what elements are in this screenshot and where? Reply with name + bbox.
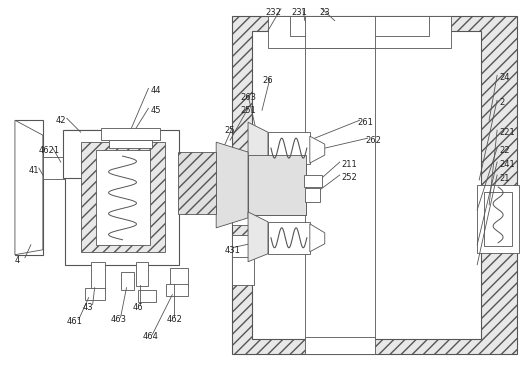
Text: 45: 45 <box>151 106 161 115</box>
Bar <box>15 120 43 255</box>
Polygon shape <box>310 136 325 163</box>
Bar <box>166 284 188 295</box>
Text: 463: 463 <box>111 316 127 324</box>
Bar <box>304 175 322 187</box>
Text: 26: 26 <box>262 76 272 86</box>
Polygon shape <box>216 142 248 228</box>
Text: 43: 43 <box>82 302 93 312</box>
Bar <box>43 157 65 179</box>
Bar <box>136 262 149 286</box>
Bar <box>305 337 374 355</box>
Text: 263: 263 <box>240 93 256 102</box>
Text: 231: 231 <box>292 8 308 17</box>
Bar <box>248 155 306 215</box>
Text: 221: 221 <box>499 128 515 137</box>
Bar <box>170 268 188 286</box>
Polygon shape <box>310 224 325 252</box>
Bar <box>178 152 216 214</box>
Bar <box>290 16 429 36</box>
Bar <box>96 150 151 245</box>
Text: 232: 232 <box>265 8 281 17</box>
Bar <box>305 30 374 339</box>
Bar <box>252 30 481 339</box>
Text: 41: 41 <box>29 166 39 175</box>
Bar <box>268 222 310 254</box>
Bar <box>232 16 517 355</box>
Text: 2: 2 <box>499 98 505 107</box>
Bar <box>232 255 254 285</box>
Text: 464: 464 <box>142 333 159 341</box>
Text: 42: 42 <box>56 116 66 125</box>
Bar <box>248 155 306 215</box>
Text: 251: 251 <box>240 106 256 115</box>
Text: 4: 4 <box>15 256 20 265</box>
Text: 44: 44 <box>151 86 161 95</box>
Text: 4621: 4621 <box>39 146 60 155</box>
Bar <box>305 188 320 202</box>
Bar <box>477 185 519 253</box>
Bar <box>121 272 134 290</box>
Bar <box>268 132 310 164</box>
Polygon shape <box>15 120 43 255</box>
Bar <box>85 288 104 299</box>
Polygon shape <box>248 212 268 262</box>
Bar <box>63 130 114 178</box>
Polygon shape <box>248 122 268 172</box>
Bar <box>91 262 104 290</box>
Bar <box>109 140 152 148</box>
Bar <box>268 16 452 47</box>
Text: 22: 22 <box>499 146 510 155</box>
Text: 46: 46 <box>132 302 143 312</box>
Text: 462: 462 <box>166 316 182 324</box>
Bar <box>139 290 156 302</box>
Text: 23: 23 <box>320 8 330 17</box>
Text: 211: 211 <box>342 160 358 169</box>
Bar <box>232 195 254 225</box>
Bar <box>81 142 165 252</box>
Text: 24: 24 <box>499 73 510 83</box>
Bar <box>101 128 161 140</box>
Bar <box>305 16 374 47</box>
Text: 241: 241 <box>499 160 515 169</box>
Text: 25: 25 <box>224 126 235 135</box>
Bar <box>484 192 512 246</box>
Text: 21: 21 <box>499 174 510 183</box>
Bar <box>232 235 254 257</box>
Text: 461: 461 <box>67 317 82 327</box>
Bar <box>65 130 180 265</box>
Text: 261: 261 <box>358 118 373 127</box>
Text: 262: 262 <box>365 136 382 145</box>
Text: 431: 431 <box>224 246 240 255</box>
Text: 252: 252 <box>342 173 358 182</box>
